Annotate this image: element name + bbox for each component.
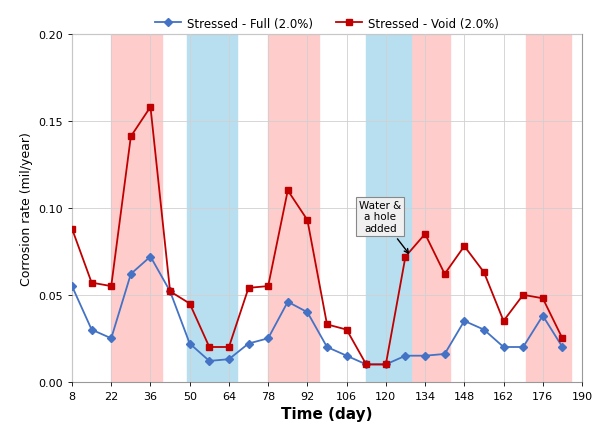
Stressed - Full (2.0%) [323,345,331,350]
Stressed - Void (2.0%) [362,362,370,367]
Stressed - Full (2.0%) [421,353,428,358]
Stressed - Full (2.0%) [382,362,389,367]
Stressed - Void (2.0%) [88,280,95,286]
Stressed - Full (2.0%) [68,284,76,289]
Stressed - Full (2.0%) [186,341,193,346]
Stressed - Full (2.0%) [343,353,350,358]
Stressed - Void (2.0%) [304,218,311,223]
Stressed - Full (2.0%) [500,345,507,350]
Stressed - Void (2.0%) [520,293,527,298]
Line: Stressed - Void (2.0%): Stressed - Void (2.0%) [69,105,566,368]
Stressed - Full (2.0%) [402,353,409,358]
Stressed - Void (2.0%) [186,301,193,306]
Stressed - Void (2.0%) [323,322,331,327]
Stressed - Full (2.0%) [166,289,173,294]
Stressed - Void (2.0%) [539,296,547,301]
Bar [526,35,571,382]
Stressed - Full (2.0%) [127,272,134,277]
Stressed - Full (2.0%) [362,362,370,367]
Stressed - Void (2.0%) [402,254,409,260]
Stressed - Void (2.0%) [147,105,154,110]
Line: Stressed - Full (2.0%): Stressed - Full (2.0%) [69,254,565,367]
Stressed - Full (2.0%) [461,319,468,324]
X-axis label: Time (day): Time (day) [281,407,373,421]
Stressed - Void (2.0%) [127,135,134,140]
Stressed - Void (2.0%) [206,345,213,350]
Stressed - Full (2.0%) [559,345,566,350]
Bar [268,35,319,382]
Stressed - Void (2.0%) [265,284,272,289]
Bar [111,35,161,382]
Legend: Stressed - Full (2.0%), Stressed - Void (2.0%): Stressed - Full (2.0%), Stressed - Void … [150,13,504,35]
Stressed - Void (2.0%) [481,270,488,275]
Stressed - Full (2.0%) [245,341,252,346]
Stressed - Void (2.0%) [559,336,566,341]
Stressed - Void (2.0%) [107,284,115,289]
Stressed - Full (2.0%) [88,327,95,332]
Y-axis label: Corrosion rate (mil/year): Corrosion rate (mil/year) [20,132,32,285]
Stressed - Full (2.0%) [265,336,272,341]
Stressed - Void (2.0%) [284,188,292,194]
Bar [366,35,411,382]
Stressed - Void (2.0%) [166,289,173,294]
Stressed - Void (2.0%) [421,232,428,237]
Stressed - Void (2.0%) [343,327,350,332]
Stressed - Full (2.0%) [226,357,233,362]
Stressed - Full (2.0%) [481,327,488,332]
Stressed - Void (2.0%) [382,362,389,367]
Stressed - Full (2.0%) [539,313,547,319]
Stressed - Void (2.0%) [500,319,507,324]
Stressed - Full (2.0%) [206,358,213,364]
Stressed - Full (2.0%) [107,336,115,341]
Stressed - Full (2.0%) [520,345,527,350]
Stressed - Full (2.0%) [147,254,154,260]
Stressed - Void (2.0%) [441,272,448,277]
Bar [187,35,238,382]
Stressed - Void (2.0%) [461,244,468,249]
Stressed - Void (2.0%) [68,227,76,232]
Text: Water &
a hole
added: Water & a hole added [359,201,409,253]
Stressed - Full (2.0%) [284,299,292,305]
Bar [411,35,450,382]
Stressed - Full (2.0%) [304,310,311,315]
Stressed - Full (2.0%) [441,352,448,357]
Stressed - Void (2.0%) [226,345,233,350]
Stressed - Void (2.0%) [245,286,252,291]
